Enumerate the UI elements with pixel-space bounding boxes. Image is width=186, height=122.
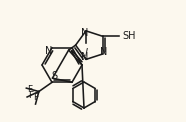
Text: F: F bbox=[28, 92, 33, 101]
Text: S: S bbox=[51, 71, 57, 81]
Text: SH: SH bbox=[123, 31, 136, 41]
Text: F: F bbox=[27, 85, 33, 94]
Text: N: N bbox=[81, 52, 89, 62]
Text: N: N bbox=[81, 28, 89, 38]
Text: N: N bbox=[45, 46, 53, 56]
Text: F: F bbox=[33, 93, 38, 102]
Text: N: N bbox=[100, 47, 108, 57]
Text: $\it{l}$: $\it{l}$ bbox=[84, 46, 88, 58]
